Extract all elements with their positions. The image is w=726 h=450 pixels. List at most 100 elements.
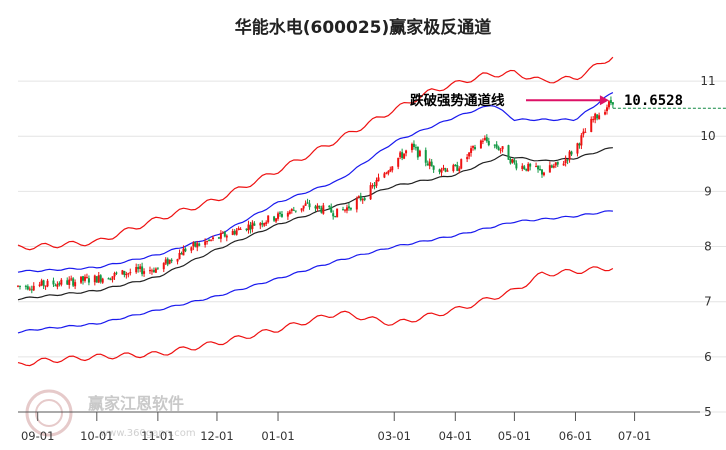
candle-body-31 xyxy=(101,278,104,283)
candle-body-56 xyxy=(170,259,173,262)
y-tick-label-5: 5 xyxy=(704,405,712,419)
candle-body-78 xyxy=(233,231,236,235)
candle-body-211 xyxy=(598,115,601,120)
candle-body-152 xyxy=(438,169,441,172)
candle-body-106 xyxy=(308,203,311,208)
candle-body-42 xyxy=(135,267,138,273)
chart-title: 华能水电(600025)赢家极反通道 xyxy=(235,17,492,38)
candle-body-160 xyxy=(458,168,461,172)
candle-body-75 xyxy=(223,231,226,237)
candle-body-45 xyxy=(141,266,144,275)
candle-body-22 xyxy=(80,276,83,283)
candle-body-34 xyxy=(111,276,114,280)
candle-body-41 xyxy=(129,272,132,274)
y-tick-label-7: 7 xyxy=(704,295,712,309)
candle-body-12 xyxy=(52,280,55,285)
candle-body-83 xyxy=(247,224,250,231)
candle-body-216 xyxy=(611,102,614,105)
candle-body-69 xyxy=(208,239,211,241)
grid xyxy=(18,80,726,413)
candle-body-136 xyxy=(391,166,394,171)
candle-body-70 xyxy=(210,239,213,241)
candle-body-36 xyxy=(115,272,118,274)
candle-body-173 xyxy=(495,144,498,148)
candle-body-186 xyxy=(529,163,532,167)
y-tick-label-10: 10 xyxy=(700,129,715,143)
candle-body-53 xyxy=(164,259,167,264)
candle-body-194 xyxy=(552,165,555,168)
candle-body-47 xyxy=(148,270,151,272)
candle-body-67 xyxy=(204,241,207,245)
candle-body-140 xyxy=(403,153,406,159)
candle-body-109 xyxy=(318,205,321,208)
candle-body-52 xyxy=(162,263,165,270)
candle-body-102 xyxy=(300,208,303,211)
annotation-label: 跌破强势通道线 xyxy=(410,92,505,109)
candle-body-125 xyxy=(361,199,364,201)
candle-body-33 xyxy=(109,279,112,281)
candle-body-60 xyxy=(182,248,185,256)
candle-body-163 xyxy=(468,152,471,157)
candle-body-39 xyxy=(125,273,128,276)
candle-body-51 xyxy=(156,267,159,269)
candle-body-89 xyxy=(263,223,266,226)
candle-body-142 xyxy=(410,143,413,151)
candle-body-162 xyxy=(466,157,469,160)
candle-body-123 xyxy=(357,196,360,198)
candle-body-165 xyxy=(472,146,475,148)
candle-body-46 xyxy=(143,271,146,274)
candle-body-115 xyxy=(334,215,337,217)
candle-body-184 xyxy=(525,168,528,171)
candle-body-13 xyxy=(54,285,57,287)
candle-body-108 xyxy=(316,205,319,210)
candle-body-193 xyxy=(550,165,553,168)
candle-body-73 xyxy=(219,232,222,239)
candle-body-104 xyxy=(304,203,307,206)
candle-body-90 xyxy=(265,222,268,224)
candle-body-55 xyxy=(168,259,171,264)
candle-body-205 xyxy=(582,131,585,135)
candle-body-149 xyxy=(428,161,431,167)
candle-body-213 xyxy=(605,107,608,112)
candle-body-191 xyxy=(542,172,545,176)
candle-body-195 xyxy=(554,162,557,166)
candle-body-126 xyxy=(363,198,366,200)
annotation-arrow-head-icon xyxy=(599,95,609,106)
x-tick-label-07-01: 07-01 xyxy=(618,429,651,443)
candle-body-0 xyxy=(17,285,19,287)
candle-body-138 xyxy=(399,152,402,158)
candle-body-85 xyxy=(251,222,254,229)
candle-body-19 xyxy=(70,278,73,280)
candle-body-3 xyxy=(26,286,29,290)
candle-body-26 xyxy=(87,278,90,283)
candle-body-88 xyxy=(261,222,264,225)
candle-body-131 xyxy=(377,177,380,182)
candle-body-92 xyxy=(273,216,276,221)
candle-body-82 xyxy=(245,228,248,231)
candle-body-95 xyxy=(278,212,281,214)
candle-body-72 xyxy=(217,237,220,239)
candle-body-14 xyxy=(56,283,59,287)
candle-body-180 xyxy=(513,159,516,163)
candle-body-204 xyxy=(580,135,583,146)
candle-body-181 xyxy=(515,163,518,169)
candle-body-150 xyxy=(430,161,433,167)
candle-body-137 xyxy=(397,157,400,167)
candle-body-8 xyxy=(40,280,43,286)
candle-body-64 xyxy=(194,241,197,247)
candle-body-197 xyxy=(562,163,565,166)
watermark: 赢家江恩软件 www.360gann.com xyxy=(25,389,196,439)
candles xyxy=(17,96,614,294)
candle-body-96 xyxy=(280,213,283,217)
candle-body-101 xyxy=(294,210,297,212)
candle-body-122 xyxy=(355,198,358,210)
candle-body-5 xyxy=(30,289,33,291)
candle-body-58 xyxy=(178,252,181,260)
candle-body-196 xyxy=(556,161,559,165)
candle-body-203 xyxy=(578,143,581,146)
candle-body-103 xyxy=(302,205,305,209)
candle-body-200 xyxy=(568,151,571,160)
candle-body-98 xyxy=(288,211,291,214)
candle-body-63 xyxy=(192,242,195,247)
x-tick-label-05-01: 05-01 xyxy=(498,429,531,443)
